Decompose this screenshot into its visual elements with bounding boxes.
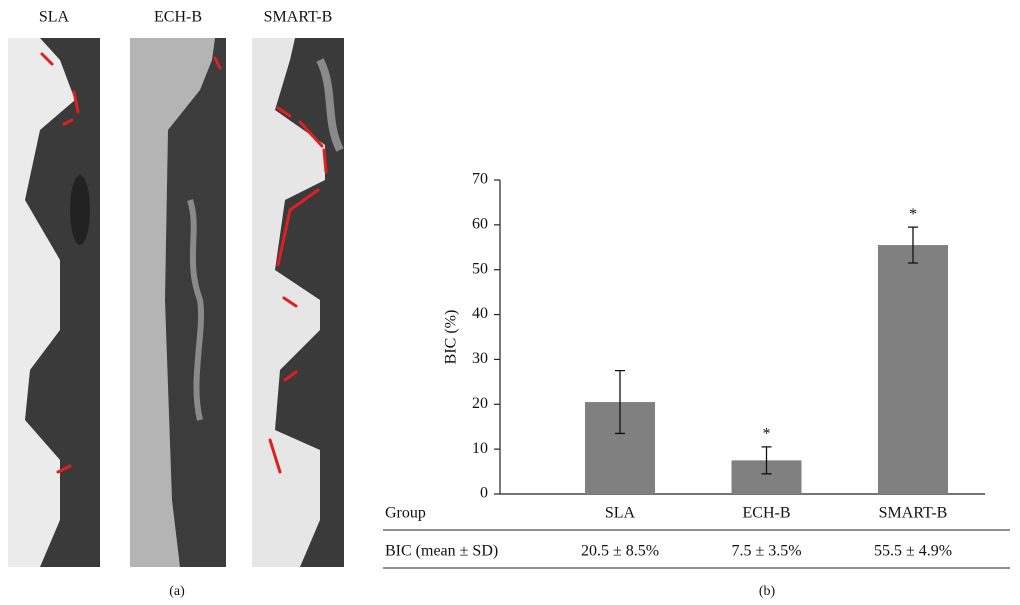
micrograph-sla bbox=[8, 38, 100, 567]
bar bbox=[878, 245, 948, 494]
y-tick-label: 30 bbox=[472, 350, 488, 367]
y-tick-label: 70 bbox=[472, 171, 488, 188]
y-axis-label: BIC (%) bbox=[443, 310, 460, 365]
error-bar bbox=[908, 226, 918, 264]
error-bar bbox=[761, 446, 772, 475]
y-tick-label: 50 bbox=[472, 260, 488, 277]
y-tick-label: 20 bbox=[472, 395, 488, 412]
table-row-label: BIC (mean ± SD) bbox=[385, 543, 498, 560]
panel-caption: (a) bbox=[169, 584, 185, 599]
y-tick-label: 60 bbox=[472, 216, 488, 233]
error-bar bbox=[615, 369, 625, 435]
y-tick-label: 0 bbox=[480, 485, 488, 502]
table-cell: 7.5 ± 3.5% bbox=[731, 543, 801, 560]
image-label: SLA bbox=[39, 9, 70, 26]
y-tick-label: 40 bbox=[472, 305, 488, 322]
micrograph-smart-b bbox=[252, 38, 344, 567]
x-tick-label: SMART-B bbox=[879, 505, 948, 522]
image-label: SMART-B bbox=[264, 9, 333, 26]
table-cell: 20.5 ± 8.5% bbox=[581, 543, 659, 560]
panel-caption: (b) bbox=[759, 584, 776, 599]
significance-mark: * bbox=[763, 426, 771, 443]
table-cell: 55.5 ± 4.9% bbox=[874, 543, 952, 560]
x-tick-label: ECH-B bbox=[743, 505, 791, 522]
table-header: Group bbox=[385, 505, 426, 522]
significance-mark: * bbox=[909, 206, 917, 223]
micrograph-ech-b bbox=[130, 38, 226, 567]
x-tick-label: SLA bbox=[605, 505, 636, 522]
y-tick-label: 10 bbox=[472, 440, 488, 457]
image-label: ECH-B bbox=[154, 9, 202, 26]
